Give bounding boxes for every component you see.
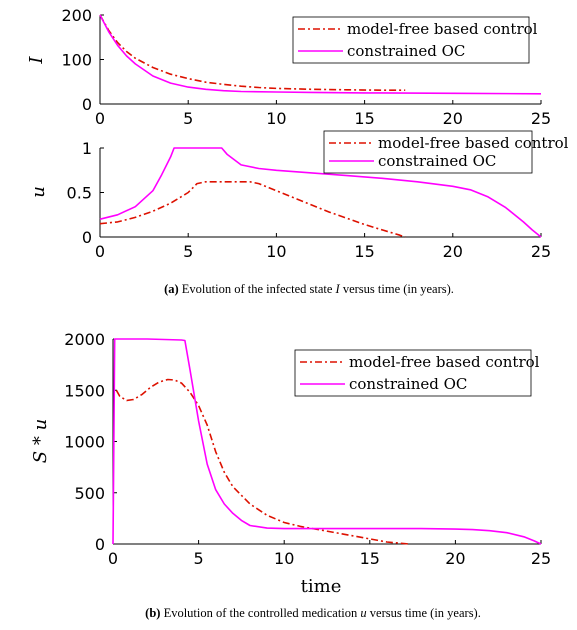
caption-b-label: (b) [145, 606, 160, 620]
x-tick-label: 25 [531, 109, 551, 128]
caption-a-text-2: versus time (in years). [340, 282, 454, 296]
y-axis-label: S * u [30, 419, 51, 463]
x-tick-label: 5 [183, 109, 193, 128]
caption-b: (b) Evolution of the controlled medicati… [145, 606, 481, 620]
legend-label: model-free based control [349, 353, 540, 371]
x-tick-label: 10 [266, 242, 286, 261]
x-tick-label: 15 [360, 549, 380, 568]
series-line-constrained-oc [99, 147, 542, 238]
x-tick-label: 20 [445, 549, 465, 568]
x-tick-label: 5 [183, 242, 193, 261]
x-tick-label: 15 [354, 109, 374, 128]
x-tick-label: 0 [95, 242, 105, 261]
y-tick-label: 2000 [64, 330, 105, 349]
x-tick-label: 10 [266, 109, 286, 128]
y-tick-label: 0 [82, 228, 92, 247]
y-tick-label: 1500 [64, 381, 105, 400]
y-axis-label: u [28, 186, 49, 198]
x-tick-label: 0 [108, 549, 118, 568]
y-tick-label: 1 [82, 139, 92, 158]
caption-b-var: u [360, 606, 366, 620]
legend-label: model-free based control [378, 134, 569, 152]
legend-label: model-free based control [347, 20, 538, 38]
x-tick-label: 25 [531, 242, 551, 261]
series-line-constrained-oc [99, 14, 542, 95]
x-tick-label: 25 [531, 549, 551, 568]
legend-box [323, 130, 533, 174]
series-line-model-free [99, 14, 406, 91]
caption-a-text-1: Evolution of the infected state [179, 282, 336, 296]
legend-label: constrained OC [347, 42, 465, 60]
y-tick-label: 100 [61, 51, 92, 70]
y-tick-label: 200 [61, 6, 92, 25]
series-line-constrained-oc [112, 338, 542, 545]
legend-box [292, 16, 530, 64]
caption-a-var: I [335, 282, 341, 296]
x-tick-label: 10 [274, 549, 294, 568]
legend-label: constrained OC [378, 152, 496, 170]
series-line-model-free [115, 378, 410, 545]
y-tick-label: 1000 [64, 433, 105, 452]
y-axis-label: I [26, 56, 47, 65]
series-line-model-free [99, 181, 406, 238]
x-tick-label: 20 [443, 242, 463, 261]
legend-label: constrained OC [349, 375, 467, 393]
chart-medication-s-u: 0 5 10 15 20 25 0 500 1000 1500 2000 S * u time model… [30, 330, 551, 597]
y-tick-label: 0 [95, 535, 105, 554]
caption-b-text-2: versus time (in years). [367, 606, 481, 620]
caption-a-label: (a) [164, 282, 179, 296]
chart-control-u: 0 5 10 15 20 25 0 0.5 1 u model-free based control… [28, 130, 569, 261]
caption-b-text-1: Evolution of the controlled medication [160, 606, 360, 620]
caption-a: (a) Evolution of the infected state I ve… [164, 282, 454, 296]
x-tick-label: 15 [354, 242, 374, 261]
x-tick-label: 5 [194, 549, 204, 568]
y-tick-label: 0 [82, 95, 92, 114]
legend-box [294, 349, 532, 397]
x-tick-label: 20 [443, 109, 463, 128]
x-tick-label: 0 [95, 109, 105, 128]
x-axis-label: time [301, 576, 342, 597]
y-tick-label: 500 [74, 484, 105, 503]
y-tick-label: 0.5 [67, 184, 92, 203]
